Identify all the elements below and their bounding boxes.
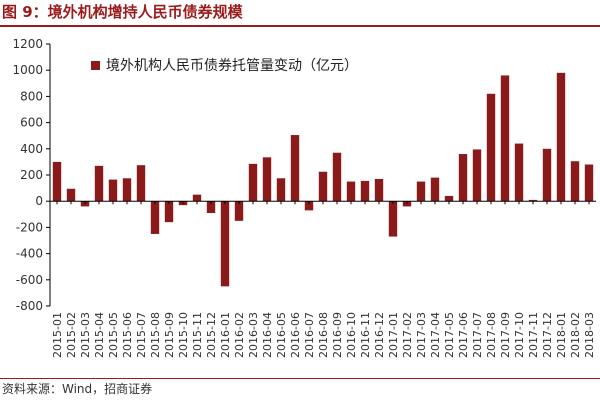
- x-tick-label: 2016-07: [303, 312, 316, 358]
- bar: [584, 164, 594, 202]
- x-tick-label: 2015-03: [79, 312, 92, 358]
- title-underline: [0, 25, 600, 27]
- bar: [514, 143, 524, 202]
- bar: [290, 135, 300, 202]
- bar: [52, 161, 62, 202]
- bar: [374, 178, 384, 202]
- bar: [164, 201, 174, 223]
- bar: [192, 194, 202, 202]
- footer-rule: [0, 378, 600, 379]
- bar: [276, 178, 286, 202]
- x-tick-label: 2017-02: [401, 312, 414, 358]
- bar: [556, 72, 566, 202]
- bar: [220, 201, 230, 287]
- bar: [234, 201, 244, 221]
- x-tick-label: 2015-07: [135, 312, 148, 358]
- x-tick-label: 2016-03: [247, 312, 260, 358]
- y-tick-label: 600: [20, 116, 43, 130]
- bar: [318, 171, 328, 202]
- legend-label: 境外机构人民币债券托管量变动（亿元）: [106, 58, 358, 74]
- x-tick-label: 2017-01: [387, 312, 400, 358]
- bar: [262, 157, 272, 202]
- y-axis: -800 -600 -400 -200 0 200 400 600 800 1000 1200: [12, 37, 51, 313]
- bar: [332, 152, 342, 202]
- figure-title: 图 9：境外机构增持人民币债券规模: [2, 3, 243, 21]
- y-tick-label: -600: [16, 273, 43, 287]
- bar: [458, 154, 468, 202]
- bar: [472, 149, 482, 202]
- x-tick-label: 2015-01: [51, 312, 64, 358]
- x-tick-label: 2017-08: [485, 312, 498, 358]
- y-tick-label: 1000: [12, 63, 43, 77]
- y-tick-label: -200: [16, 220, 43, 234]
- bars: [52, 72, 594, 287]
- bar: [528, 199, 538, 202]
- x-tick-label: 2016-04: [261, 312, 274, 358]
- x-tick-label: 2015-11: [191, 312, 204, 358]
- x-tick-label: 2015-10: [177, 312, 190, 358]
- bar: [66, 188, 76, 202]
- x-tick-label: 2015-12: [205, 312, 218, 358]
- bar: [304, 201, 314, 211]
- x-tick-label: 2015-04: [93, 312, 106, 358]
- bar: [430, 177, 440, 202]
- x-tick-label: 2015-05: [107, 312, 120, 358]
- x-axis: 2015-01 2015-02 2015-03 2015-04 2015-05 2015-…: [50, 200, 596, 358]
- x-tick-label: 2017-10: [513, 312, 526, 358]
- x-tick-label: 2015-08: [149, 312, 162, 358]
- bar: [542, 148, 552, 202]
- bar: [150, 201, 160, 234]
- x-tick-label: 2015-09: [163, 312, 176, 358]
- x-tick-label: 2015-02: [65, 312, 78, 358]
- y-tick-label: 1200: [12, 37, 43, 51]
- x-tick-label: 2016-08: [317, 312, 330, 358]
- bar: [136, 165, 146, 202]
- legend-swatch: [91, 61, 100, 70]
- x-tick-label: 2017-03: [415, 312, 428, 358]
- x-tick-label: 2017-09: [499, 312, 512, 358]
- bar: [500, 75, 510, 202]
- legend: 境外机构人民币债券托管量变动（亿元）: [91, 58, 358, 74]
- bar: [444, 195, 454, 202]
- x-tick-label: 2018-01: [555, 312, 568, 358]
- x-tick-label: 2016-10: [345, 312, 358, 358]
- bar: [388, 201, 398, 237]
- x-tick-label: 2017-07: [471, 312, 484, 358]
- bar: [346, 181, 356, 202]
- y-tick-label: 0: [35, 194, 43, 208]
- bar: [122, 178, 132, 202]
- x-tick-label: 2018-02: [569, 312, 582, 358]
- bar: [108, 179, 118, 202]
- y-tick-label: 400: [20, 142, 43, 156]
- x-tick-label: 2016-01: [219, 312, 232, 358]
- bar: [570, 161, 580, 202]
- x-tick-label: 2017-05: [443, 312, 456, 358]
- y-tick-label: 800: [20, 89, 43, 103]
- x-tick-label: 2017-06: [457, 312, 470, 358]
- x-tick-label: 2016-02: [233, 312, 246, 358]
- x-tick-label: 2017-12: [541, 312, 554, 358]
- bar: [416, 181, 426, 202]
- x-tick-label: 2016-11: [359, 312, 372, 358]
- x-tick-label: 2016-06: [289, 312, 302, 358]
- bar: [94, 165, 104, 202]
- x-tick-label: 2016-09: [331, 312, 344, 358]
- bar: [206, 201, 216, 213]
- x-tick-label: 2016-12: [373, 312, 386, 358]
- x-tick-label: 2015-06: [121, 312, 134, 358]
- source-note: 资料来源：Wind，招商证券: [2, 382, 153, 396]
- y-tick-label: -400: [16, 247, 43, 261]
- bar: [248, 163, 258, 202]
- y-tick-label: 200: [20, 168, 43, 182]
- bar: [360, 180, 370, 202]
- x-tick-label: 2018-03: [583, 312, 596, 358]
- x-tick-label: 2016-05: [275, 312, 288, 358]
- bar-chart: -800 -600 -400 -200 0 200 400 600 800 1000 1200 20…: [12, 37, 596, 358]
- bar: [486, 93, 496, 202]
- y-tick-label: -800: [16, 299, 43, 313]
- x-tick-label: 2017-11: [527, 312, 540, 358]
- x-tick-label: 2017-04: [429, 312, 442, 358]
